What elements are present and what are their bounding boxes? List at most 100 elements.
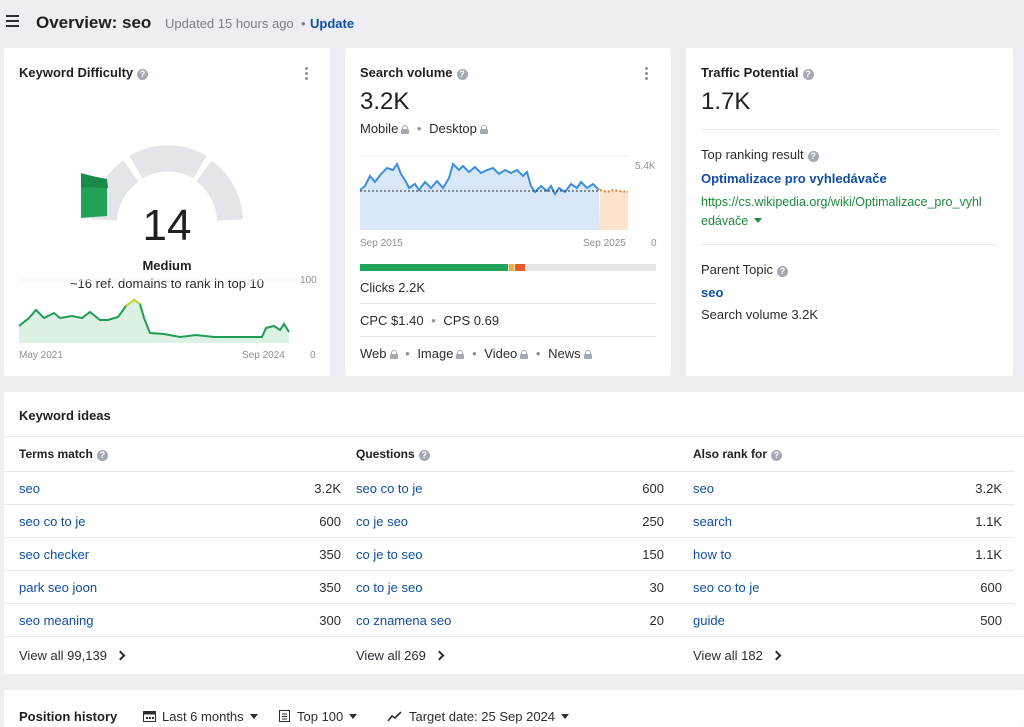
keyword-volume: 20 (649, 612, 664, 628)
view-all-also-rank[interactable]: View all 182 (693, 648, 782, 663)
keyword-link[interactable]: how to (693, 546, 732, 562)
list-item: seo co to je 600 (341, 471, 678, 504)
keyword-link[interactable]: co to je seo (356, 579, 423, 595)
tp-title-text: Traffic Potential (701, 65, 799, 80)
chevron-down-icon (754, 218, 763, 223)
divider (678, 636, 1024, 637)
more-options-icon[interactable] (305, 67, 309, 82)
kd-y-max: 100 (300, 275, 317, 286)
list-item: park seo joon 350 (4, 570, 341, 603)
sv-x-end: Sep 2025 (583, 238, 626, 249)
top-result-title[interactable]: Optimalizace pro vyhledávače (701, 171, 887, 186)
kd-x-start: May 2021 (19, 350, 63, 361)
serp-news: News (548, 346, 581, 361)
col-header-text: Also rank for (693, 447, 768, 461)
keyword-link[interactable]: seo co to je (356, 480, 423, 496)
gauge-segment-2 (129, 145, 207, 179)
list-item: seo 3.2K (678, 471, 1014, 504)
sep: • (431, 313, 436, 328)
help-icon[interactable]: ? (456, 69, 468, 80)
trend-line-icon (387, 711, 402, 722)
help-icon[interactable]: ? (771, 450, 783, 461)
list-item: seo co to je 600 (4, 504, 341, 537)
keyword-link[interactable]: co je seo (356, 513, 409, 529)
target-date-label: Target date: 25 Sep 2024 (409, 709, 556, 724)
keyword-volume: 150 (642, 546, 664, 562)
parent-topic-link[interactable]: seo (701, 285, 724, 300)
update-link[interactable]: Update (310, 16, 355, 31)
view-all-label: View all 269 (356, 648, 426, 663)
sv-x-start: Sep 2015 (360, 238, 403, 249)
sv-y-max: 5.4K (635, 161, 656, 172)
position-history-card: Position history Last 6 months Top 100 T… (4, 690, 1024, 727)
help-icon[interactable]: ? (96, 450, 108, 461)
chevron-down-icon (349, 714, 358, 719)
traffic-potential-card: Traffic Potential? 1.7K Top ranking resu… (686, 48, 1013, 376)
keyword-link[interactable]: co znamena seo (356, 612, 452, 628)
kd-history-chart (18, 279, 304, 343)
keyword-link[interactable]: search (693, 513, 733, 529)
help-icon[interactable]: ? (418, 450, 430, 461)
keyword-link[interactable]: guide (693, 612, 725, 628)
clicks-bar-paid-b (515, 264, 525, 271)
divider (360, 303, 656, 304)
keyword-volume: 3.2K (975, 480, 1002, 496)
keyword-link[interactable]: park seo joon (19, 579, 98, 595)
keyword-link[interactable]: seo (693, 480, 714, 496)
calendar-icon (143, 711, 156, 722)
top-result-label-text: Top ranking result (701, 147, 804, 162)
parent-topic-volume: Search volume 3.2K (701, 307, 819, 322)
keyword-link[interactable]: seo co to je (693, 579, 760, 595)
ph-title: Position history (19, 709, 118, 724)
view-all-label: View all 99,139 (19, 648, 107, 663)
top-dropdown[interactable]: Top 100 (279, 709, 358, 724)
lock-icon (479, 125, 488, 134)
help-icon[interactable]: ? (802, 69, 814, 80)
serp-types-row: Web • Image • Video • News (360, 346, 592, 361)
keyword-link[interactable]: seo (19, 480, 40, 496)
list-item: how to 1.1K (678, 537, 1014, 570)
chevron-down-icon (249, 714, 258, 719)
help-icon[interactable]: ? (777, 266, 789, 277)
help-icon[interactable]: ? (807, 151, 819, 162)
keyword-link[interactable]: seo checker (19, 546, 90, 562)
menu-icon[interactable] (6, 15, 19, 27)
top-result-url[interactable]: https://cs.wikipedia.org/wiki/Optimaliza… (701, 193, 982, 231)
divider (360, 336, 656, 337)
page-title: Overview: seo (36, 13, 152, 32)
kd-title: Keyword Difficulty? (19, 65, 149, 80)
view-all-label: View all 182 (693, 648, 763, 663)
help-icon[interactable]: ? (137, 69, 149, 80)
kd-title-text: Keyword Difficulty (19, 65, 134, 80)
top-result-url-line2: edávače (701, 214, 749, 228)
keyword-difficulty-card: Keyword Difficulty? 14 Medium ~16 ref. d… (4, 48, 330, 376)
search-volume-card: Search volume? 3.2K Mobile • Desktop 5.4… (345, 48, 671, 376)
keyword-link[interactable]: seo meaning (19, 612, 94, 628)
view-all-questions[interactable]: View all 269 (356, 648, 445, 663)
top-result-url-line1: https://cs.wikipedia.org/wiki/Optimaliza… (701, 195, 982, 209)
separator: • (301, 16, 306, 31)
period-label: Last 6 months (162, 709, 244, 724)
keyword-link[interactable]: seo co to je (19, 513, 86, 529)
kd-history-highlight (125, 298, 141, 307)
divider (4, 636, 341, 637)
chevron-right-icon (434, 650, 445, 661)
col-header-text: Terms match (19, 447, 93, 461)
sv-trend-chart (359, 155, 630, 230)
keyword-volume: 600 (319, 513, 341, 529)
col-terms-match-header: Terms match? (19, 447, 108, 461)
more-options-icon[interactable] (645, 67, 649, 82)
sep: • (405, 346, 410, 361)
col-also-rank-header: Also rank for? (693, 447, 783, 461)
view-all-terms-match[interactable]: View all 99,139 (19, 648, 126, 663)
keyword-link[interactable]: co je to seo (356, 546, 423, 562)
keyword-volume: 1.1K (975, 546, 1002, 562)
ki-title: Keyword ideas (19, 408, 111, 423)
period-dropdown[interactable]: Last 6 months (143, 709, 258, 724)
target-date-dropdown[interactable]: Target date: 25 Sep 2024 (387, 709, 570, 724)
sv-devices: Mobile • Desktop (360, 121, 488, 136)
sv-title-text: Search volume (360, 65, 453, 80)
keyword-volume: 600 (980, 579, 1002, 595)
clicks-bar-organic (360, 264, 508, 271)
sv-forecast-line (599, 188, 629, 194)
